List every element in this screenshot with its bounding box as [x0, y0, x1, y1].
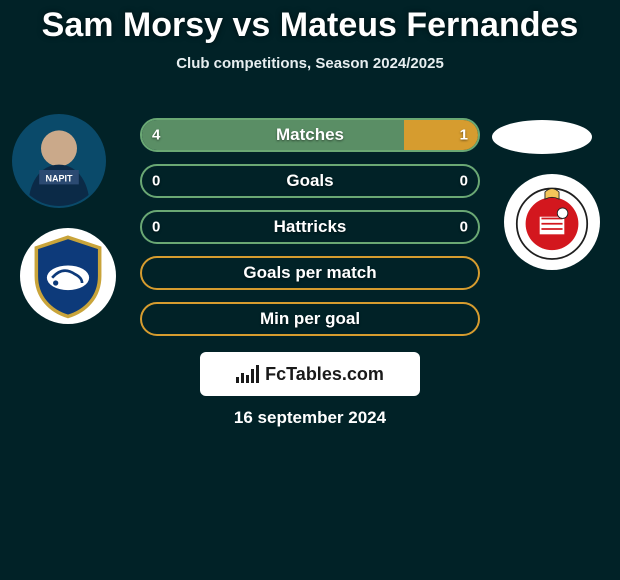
row-label: Min per goal — [260, 309, 360, 329]
value-left: 0 — [152, 173, 160, 190]
bar-chart-icon — [236, 365, 259, 383]
watermark-text: FcTables.com — [265, 364, 384, 385]
stat-row: 0 Hattricks 0 — [140, 210, 480, 244]
fill-left — [142, 120, 404, 150]
row-label: Goals per match — [243, 263, 376, 283]
row-label: Goals — [286, 171, 333, 191]
svg-text:NAPIT: NAPIT — [46, 174, 74, 184]
avatar-right-player — [492, 120, 592, 154]
row-label: Matches — [276, 125, 344, 145]
stat-row: Min per goal — [140, 302, 480, 336]
club-badge-right — [504, 174, 600, 270]
value-left: 0 — [152, 219, 160, 236]
shield-icon — [508, 178, 596, 266]
stat-rows: 4 Matches 1 0 Goals 0 0 Hattricks 0 Goals per mat… — [140, 118, 480, 336]
club-badge-left — [20, 228, 116, 324]
value-right: 0 — [460, 173, 468, 190]
watermark: FcTables.com — [200, 352, 420, 396]
person-icon: NAPIT — [14, 116, 104, 206]
date-text: 16 september 2024 — [0, 408, 620, 428]
stat-row: 0 Goals 0 — [140, 164, 480, 198]
shield-icon — [24, 232, 112, 320]
value-left: 4 — [152, 127, 160, 144]
stat-row: Goals per match — [140, 256, 480, 290]
avatar-left-player: NAPIT — [12, 114, 106, 208]
subtitle: Club competitions, Season 2024/2025 — [0, 55, 620, 72]
stat-row: 4 Matches 1 — [140, 118, 480, 152]
value-right: 1 — [460, 127, 468, 144]
page-title: Sam Morsy vs Mateus Fernandes — [0, 0, 620, 45]
row-label: Hattricks — [274, 217, 347, 237]
value-right: 0 — [460, 219, 468, 236]
